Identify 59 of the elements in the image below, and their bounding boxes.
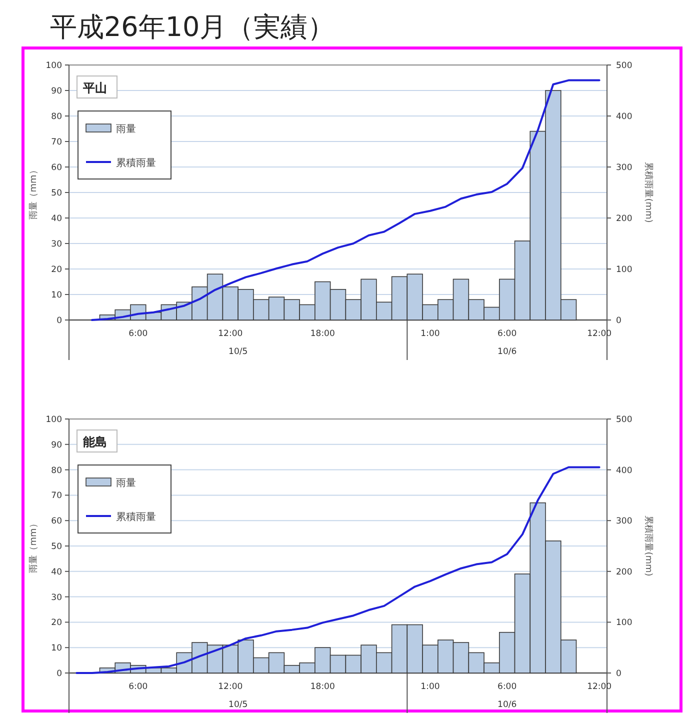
y2-tick-label: 0 <box>616 316 622 326</box>
x-tick-label: 6:00 <box>498 329 517 339</box>
y-tick-label: 60 <box>51 516 62 527</box>
legend-label: 雨量 <box>116 478 136 489</box>
y-axis-title: 雨量（mm） <box>28 519 39 573</box>
x-tick-label: 18:00 <box>310 682 335 692</box>
x-tick-label: 18:00 <box>310 329 335 339</box>
y2-tick-label: 500 <box>616 415 632 425</box>
y-tick-label: 0 <box>56 316 62 326</box>
y-tick-label: 80 <box>51 466 62 476</box>
y2-tick-label: 400 <box>616 466 632 476</box>
y2-tick-label: 400 <box>616 112 632 122</box>
x-tick-label: 6:00 <box>128 329 148 339</box>
y-tick-label: 100 <box>46 415 62 425</box>
y-tick-label: 30 <box>51 240 62 250</box>
x-tick-label: 6:00 <box>498 682 517 692</box>
y-tick-label: 60 <box>51 163 62 173</box>
chart-title: 平成26年10月（実績） <box>50 12 335 43</box>
x-tick-label: 1:00 <box>420 329 440 339</box>
text: 10/5 <box>228 700 248 710</box>
y2-axis-title: 累積雨量(mm) <box>643 162 654 223</box>
y-axis-title: 雨量（mm） <box>28 166 39 220</box>
legend-label: 累積雨量 <box>116 157 156 169</box>
y2-tick-label: 0 <box>616 669 622 679</box>
x-tick-label: 12:00 <box>218 329 243 339</box>
y-tick-label: 40 <box>51 567 62 578</box>
y-tick-label: 10 <box>51 290 62 300</box>
y2-tick-label: 200 <box>616 214 632 224</box>
text: 平山 <box>82 81 107 95</box>
y2-tick-label: 100 <box>616 618 632 628</box>
y-tick-label: 20 <box>51 618 62 628</box>
y2-tick-label: 200 <box>616 567 632 578</box>
y2-tick-label: 100 <box>616 265 632 275</box>
y-tick-label: 80 <box>51 112 62 122</box>
y-tick-label: 90 <box>51 440 62 450</box>
y2-tick-label: 300 <box>616 516 632 527</box>
y-tick-label: 70 <box>51 491 62 502</box>
text: 10/5 <box>228 347 248 357</box>
y-tick-label: 100 <box>46 61 62 71</box>
y2-axis-title: 累積雨量(mm) <box>643 516 654 576</box>
x-tick-label: 6:00 <box>128 682 148 692</box>
y-tick-label: 90 <box>51 86 62 96</box>
y-tick-label: 50 <box>51 542 62 552</box>
y-tick-label: 70 <box>51 138 62 148</box>
y-tick-label: 10 <box>51 644 62 654</box>
y-tick-label: 0 <box>56 669 62 679</box>
y-tick-label: 30 <box>51 592 62 603</box>
x-tick-label: 12:00 <box>218 682 243 692</box>
y2-tick-label: 500 <box>616 61 632 71</box>
x-tick-label: 1:00 <box>420 682 440 692</box>
y-tick-label: 50 <box>51 188 62 198</box>
y2-tick-label: 300 <box>616 163 632 173</box>
text: 能島 <box>83 435 107 449</box>
y-tick-label: 40 <box>51 214 62 224</box>
text: 10/6 <box>498 700 517 710</box>
y-tick-label: 20 <box>51 265 62 275</box>
legend-label: 雨量 <box>116 124 136 135</box>
legend-label: 累積雨量 <box>116 511 156 523</box>
text: 10/6 <box>498 347 517 357</box>
